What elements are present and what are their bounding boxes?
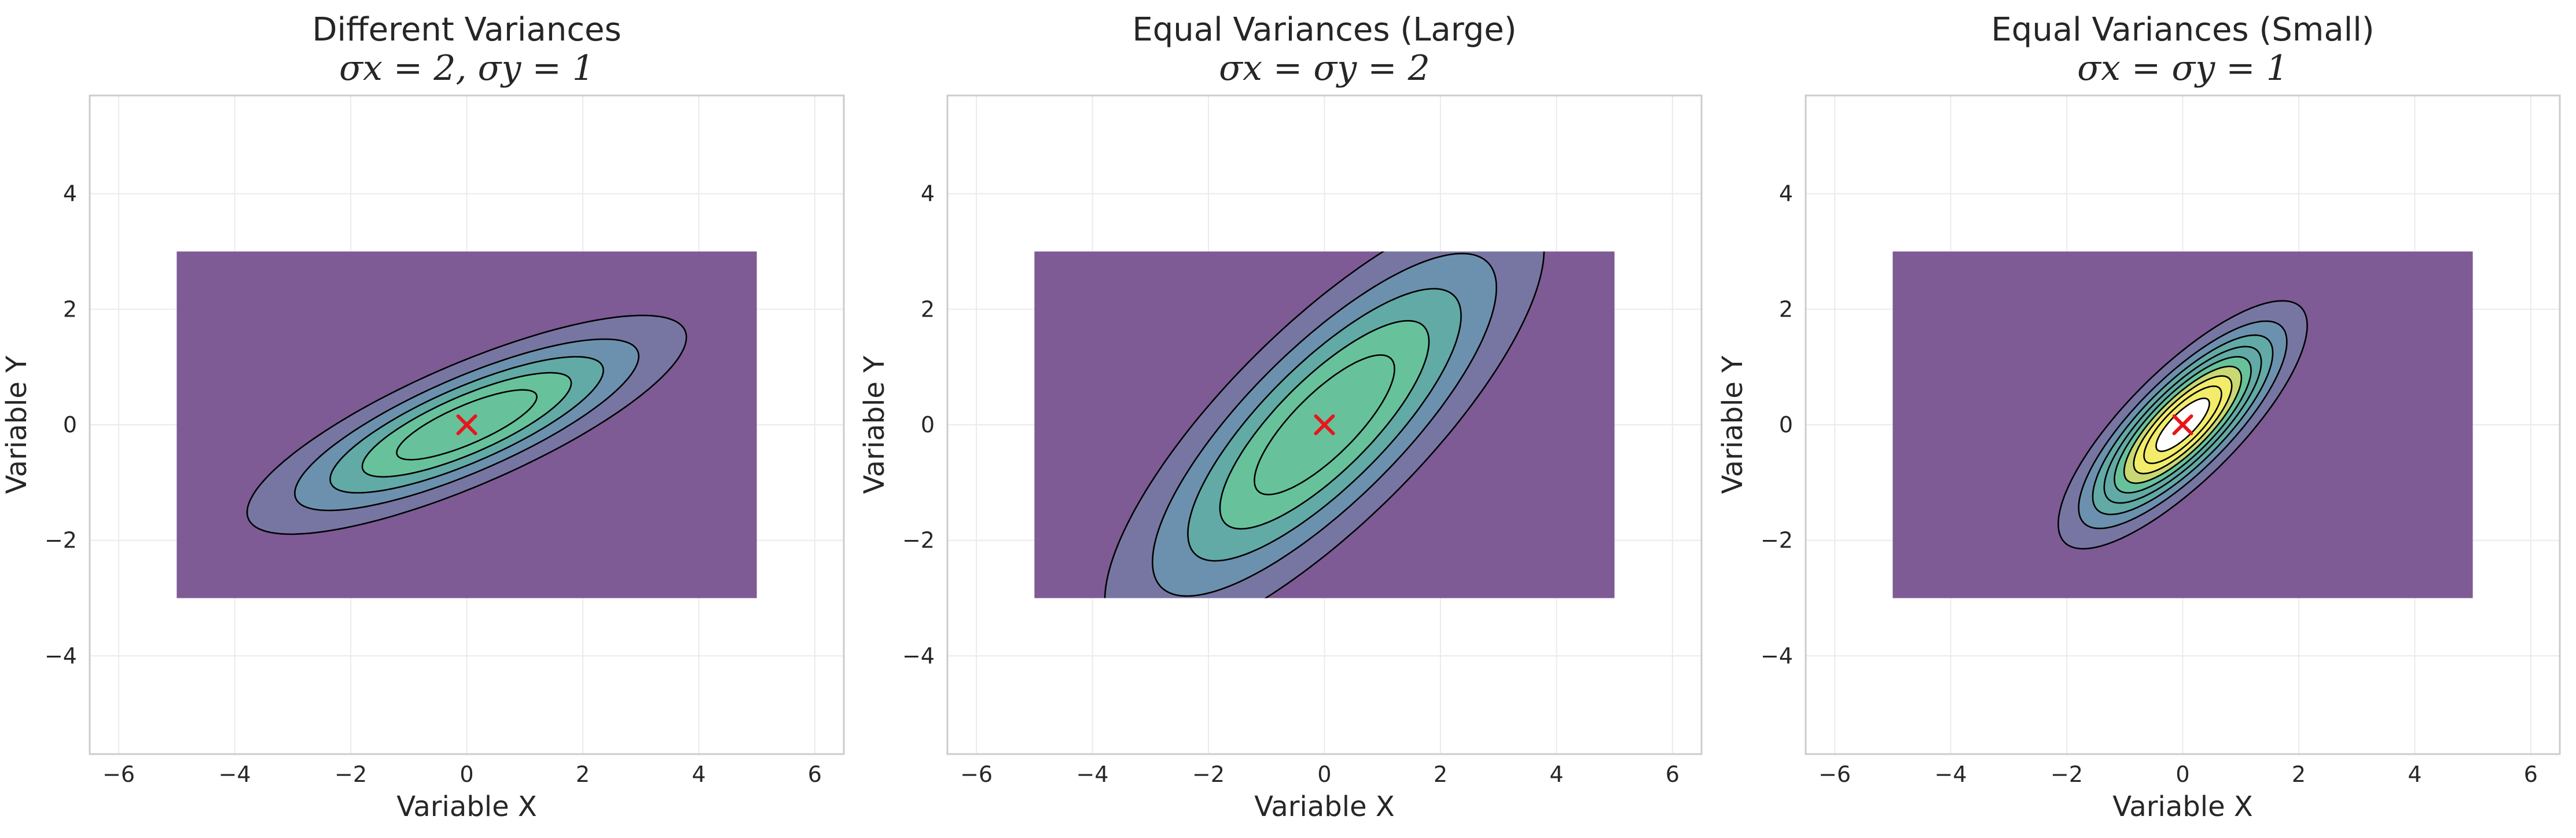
axes-frame <box>1805 94 2561 755</box>
x-tick-label: 4 <box>692 762 705 787</box>
x-tick-label: 0 <box>1317 762 1331 787</box>
y-tick-label: 0 <box>1779 412 1793 438</box>
x-tick-label: −6 <box>960 762 993 787</box>
y-tick-label: 4 <box>63 181 77 207</box>
chart-panel-2: Equal Variances (Large)σx = σy = 2 −6 −4 −2… <box>858 11 1703 823</box>
x-tick-label: 2 <box>1434 762 1447 787</box>
y-tick-label: −2 <box>1761 528 1793 553</box>
y-tick-label: 2 <box>1779 296 1793 322</box>
axes-frame <box>89 94 845 755</box>
mean-marker <box>2172 414 2193 435</box>
chart-subtitle: σx = σy = 1 <box>2077 48 2288 89</box>
chart-title: Equal Variances (Large) <box>1132 11 1516 49</box>
x-tick-label: −4 <box>1076 762 1109 787</box>
mean-marker <box>1314 414 1335 435</box>
x-tick-label: 2 <box>576 762 590 787</box>
x-tick-label: 4 <box>2408 762 2421 787</box>
chart-subtitle: σx = σy = 2 <box>1219 48 1430 89</box>
x-axis-label: Variable X <box>396 791 536 823</box>
y-tick-label: −2 <box>45 528 77 553</box>
x-tick-label: 6 <box>808 762 822 787</box>
y-tick-label: 2 <box>63 296 77 322</box>
x-axis-label: Variable X <box>1254 791 1394 823</box>
chart-title: Different Variances <box>312 11 621 49</box>
chart-title: Equal Variances (Small) <box>1991 11 2374 49</box>
y-axis-label: Variable Y <box>858 355 891 494</box>
x-tick-label: 6 <box>2524 762 2538 787</box>
chart-panel-3: Equal Variances (Small)σx = σy = 1 −6 −4 −2… <box>1717 11 2561 823</box>
y-axis-label: Variable Y <box>1 355 33 494</box>
mean-marker-stroke <box>2172 414 2193 435</box>
x-tick-label: −2 <box>2050 762 2083 787</box>
x-tick-label: −6 <box>102 762 135 787</box>
x-tick-label: −4 <box>1935 762 1967 787</box>
x-tick-label: −4 <box>219 762 251 787</box>
y-tick-label: −2 <box>902 528 935 553</box>
mean-marker-stroke <box>456 414 477 435</box>
x-tick-label: 4 <box>1549 762 1563 787</box>
axes-frame <box>946 94 1703 755</box>
x-tick-label: 0 <box>460 762 473 787</box>
y-tick-label: 0 <box>63 412 77 438</box>
y-tick-label: 4 <box>921 181 935 207</box>
x-tick-label: 6 <box>1666 762 1680 787</box>
y-axis-label: Variable Y <box>1717 355 1749 494</box>
y-tick-label: 0 <box>921 412 935 438</box>
mean-marker-stroke <box>1314 414 1335 435</box>
y-tick-label: −4 <box>45 643 77 668</box>
chart-subtitle: σx = 2, σy = 1 <box>339 48 594 89</box>
y-tick-label: 4 <box>1779 181 1793 207</box>
x-tick-label: 2 <box>2292 762 2306 787</box>
x-tick-label: −2 <box>1192 762 1225 787</box>
y-tick-label: −4 <box>902 643 935 668</box>
y-tick-label: −4 <box>1761 643 1793 668</box>
x-tick-label: −6 <box>1818 762 1851 787</box>
x-tick-label: 0 <box>2176 762 2189 787</box>
y-tick-label: 2 <box>921 296 935 322</box>
x-axis-label: Variable X <box>2112 791 2252 823</box>
mean-marker <box>456 414 477 435</box>
x-tick-label: −2 <box>335 762 367 787</box>
